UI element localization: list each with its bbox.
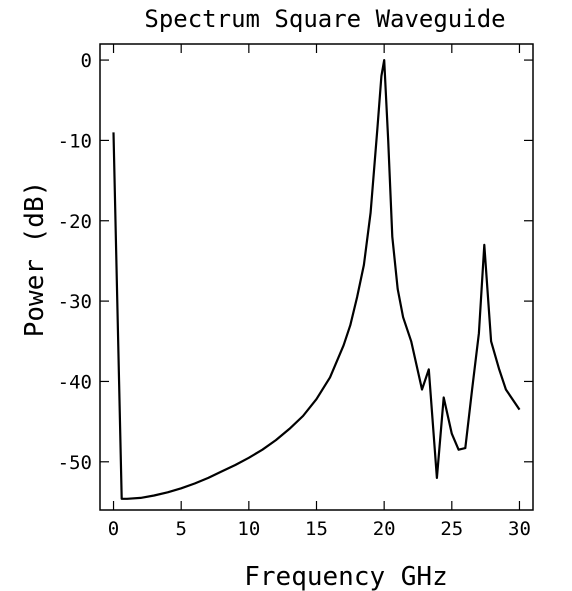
x-tick-label: 20 xyxy=(373,518,396,540)
x-tick-label: 5 xyxy=(175,518,186,540)
x-tick-label: 25 xyxy=(440,518,463,540)
y-tick-label: -40 xyxy=(58,371,92,393)
y-tick-label: -10 xyxy=(58,130,92,152)
y-tick-label: -30 xyxy=(58,291,92,313)
y-axis-label: Power (dB) xyxy=(20,181,50,338)
chart-title: Spectrum Square Waveguide xyxy=(144,5,505,33)
x-tick-label: 0 xyxy=(108,518,119,540)
plot-frame xyxy=(99,43,534,511)
x-axis-label: Frequency GHz xyxy=(244,562,448,591)
y-tick-label: -50 xyxy=(58,452,92,474)
y-tick-label: 0 xyxy=(81,50,92,72)
y-tick-label: -20 xyxy=(58,211,92,233)
series-layer xyxy=(112,58,521,500)
x-tick-label: 15 xyxy=(305,518,328,540)
series-line xyxy=(112,58,521,500)
x-tick-label: 30 xyxy=(508,518,531,540)
x-tick-label: 10 xyxy=(237,518,260,540)
ticks-layer xyxy=(100,44,533,510)
tick-labels-layer: 0 5 10 15 20 25 30 0 -10 -20 -30 -40 -50 xyxy=(58,50,531,540)
